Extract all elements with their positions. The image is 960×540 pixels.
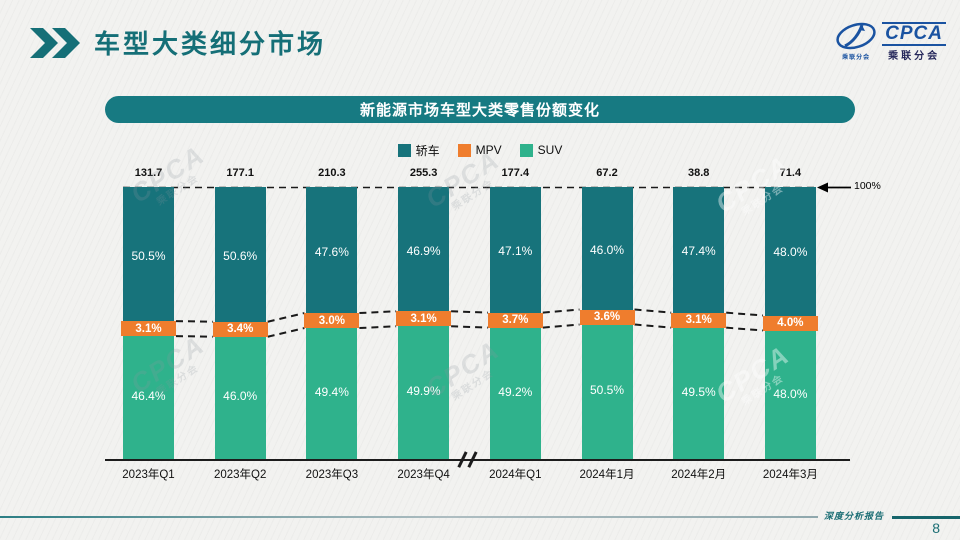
footer-divider: [0, 516, 818, 518]
bar-total-label: 177.1: [226, 167, 254, 179]
chart-legend: 轿车 MPV SUV: [105, 142, 855, 158]
bar-column: 46.9% 49.9%: [398, 187, 450, 459]
legend-swatch: [519, 143, 533, 157]
legend-label: MPV: [475, 143, 502, 157]
mpv-connector-bottom: [359, 325, 397, 330]
bar-segment-suv: 50.5%: [581, 321, 633, 459]
bar-total-label: 210.3: [318, 167, 346, 179]
cpca-emblem: 乘联分会: [835, 22, 877, 61]
bar-segment-sedan: 47.1%: [489, 187, 541, 316]
bar-segment-sedan: 48.0%: [764, 187, 816, 318]
legend-label: 轿车: [415, 143, 440, 158]
legend-swatch: [457, 143, 471, 157]
bar-segment-suv: 46.4%: [123, 332, 174, 459]
x-axis-label: 2023年Q4: [397, 469, 450, 481]
bar-total-label: 67.2: [596, 167, 618, 179]
bar-column: 47.1% 49.2%: [489, 187, 541, 459]
chevron-icon: [30, 27, 80, 58]
logo-cpca-text: CPCA: [882, 22, 946, 46]
emblem-caption: 乘联分会: [842, 55, 871, 62]
mpv-connector-top: [634, 308, 672, 314]
bar-total-label: 38.8: [687, 167, 710, 179]
mpv-connector-bottom: [175, 335, 213, 338]
legend-swatch: [397, 143, 411, 157]
mpv-value-label: 3.6%: [579, 309, 635, 325]
bar-segment-sedan: 46.9%: [398, 187, 450, 315]
arrow-head-icon: [817, 182, 828, 193]
mpv-value-label: 3.1%: [671, 312, 727, 328]
mpv-connector-bottom: [726, 326, 763, 332]
bar-segment-suv: 46.0%: [214, 333, 266, 459]
mpv-connector-top: [542, 308, 580, 314]
mpv-connector-bottom: [267, 327, 305, 338]
mpv-connector-top: [175, 320, 213, 323]
mpv-connector-bottom: [634, 323, 672, 329]
mpv-value-label: 3.1%: [121, 321, 176, 337]
legend-item: MPV: [457, 143, 502, 157]
bar-total-label: 131.7: [134, 167, 163, 179]
x-axis-label: 2024年2月: [671, 469, 727, 481]
x-axis: [105, 459, 850, 461]
page-title: 车型大类细分市场: [94, 29, 327, 59]
x-axis-label: 2023年Q2: [213, 469, 267, 481]
bar-segment-sedan: 50.6%: [214, 187, 266, 325]
mpv-value-label: 3.7%: [487, 312, 543, 328]
mpv-connector-bottom: [451, 325, 488, 329]
bar-segment-suv: 49.2%: [489, 325, 541, 459]
footer-text: 深度分析报告: [823, 511, 884, 521]
x-axis-label: 2024年1月: [579, 469, 635, 481]
x-axis-label: 2024年3月: [762, 469, 818, 481]
bar-segment-suv: 49.9%: [398, 322, 450, 459]
stacked-bar-chart: 100% 131.7 50.5% 46.4% 3.1% 2023年Q1 177.1 50.6…: [105, 167, 885, 481]
bar-segment-sedan: 46.0%: [581, 187, 633, 312]
page-number: 8: [932, 520, 940, 536]
bar-total-label: 71.4: [779, 167, 802, 179]
bar-segment-sedan: 47.4%: [673, 187, 725, 316]
mpv-value-label: 3.0%: [304, 313, 360, 329]
cpca-logo: 乘联分会 CPCA 乘联分会: [835, 22, 946, 62]
bar-total-label: 255.3: [409, 167, 438, 179]
bar-segment-sedan: 47.6%: [306, 187, 358, 317]
mpv-connector-top: [726, 311, 763, 317]
x-axis-label: 2023年Q3: [305, 469, 359, 481]
legend-item: 轿车: [397, 142, 440, 159]
chart-title: 新能源市场车型大类零售份额变化: [359, 102, 600, 119]
bar-segment-suv: 49.5%: [673, 324, 725, 459]
cpca-emblem-icon: [836, 23, 876, 50]
bar-total-label: 177.4: [501, 167, 530, 179]
bar-segment-sedan: 50.5%: [123, 187, 174, 325]
legend-item: SUV: [519, 143, 563, 157]
hundred-percent-label: 100%: [854, 180, 881, 192]
bar-segment-suv: 49.4%: [306, 324, 358, 459]
x-axis-label: 2023年Q1: [122, 469, 175, 481]
bar-segment-suv: 48.0%: [764, 328, 816, 459]
mpv-connector-bottom: [542, 323, 580, 329]
mpv-value-label: 4.0%: [762, 315, 818, 331]
header: 车型大类细分市场: [30, 24, 326, 61]
mpv-value-label: 3.4%: [212, 321, 268, 337]
legend-label: SUV: [537, 143, 563, 157]
bar-column: 47.6% 49.4%: [306, 187, 358, 459]
mpv-connector-top: [359, 310, 397, 315]
mpv-connector-top: [267, 312, 305, 323]
footer-divider-right: [892, 516, 960, 519]
x-axis-label: 2024年Q1: [489, 469, 542, 481]
chart-title-banner: 新能源市场车型大类零售份额变化: [105, 96, 855, 123]
bar-column: 47.4% 49.5%: [673, 187, 725, 459]
mpv-value-label: 3.1%: [396, 311, 452, 327]
connector-layer: [175, 182, 851, 338]
logo-text: CPCA 乘联分会: [882, 22, 946, 62]
mpv-connector-top: [451, 310, 488, 314]
logo-subtitle: 乘联分会: [888, 50, 941, 62]
